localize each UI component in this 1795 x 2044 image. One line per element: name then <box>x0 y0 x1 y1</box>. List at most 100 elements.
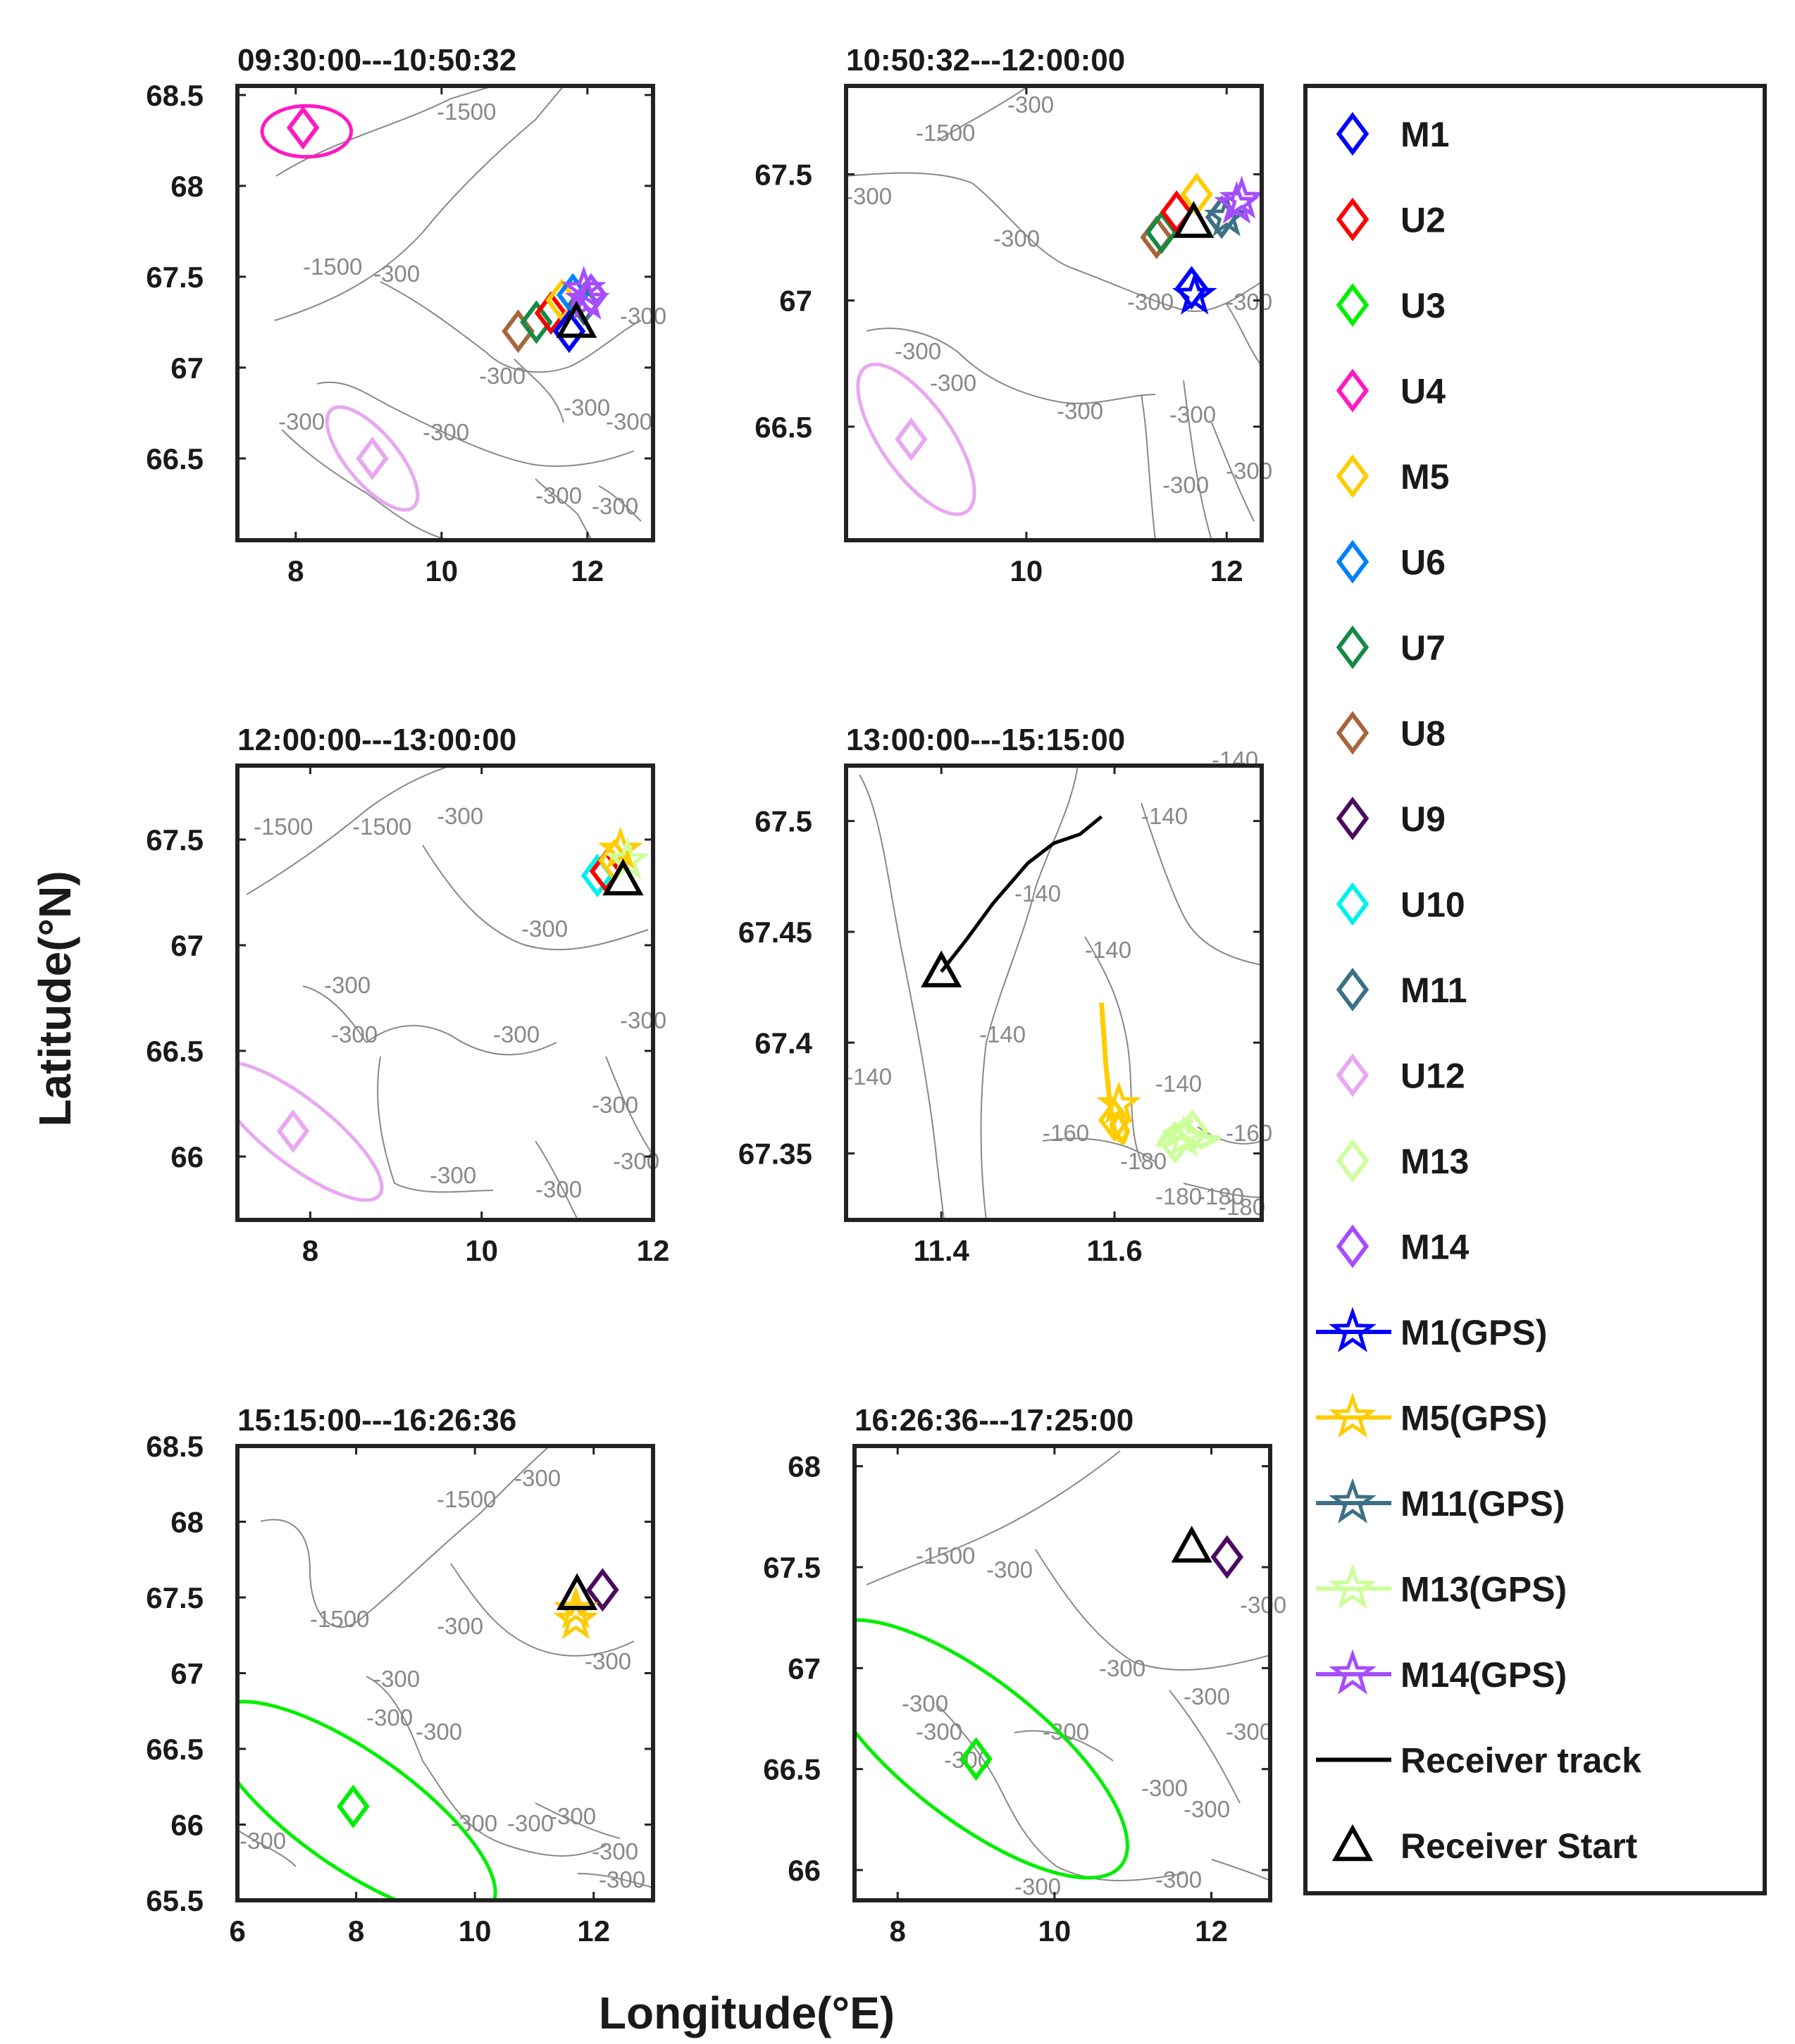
contour-label: -140 <box>1141 803 1188 829</box>
contour-label: -300 <box>535 482 582 509</box>
diamond-u8 <box>1140 216 1173 259</box>
y-tick-label: 66 <box>170 1809 204 1842</box>
axes-frame <box>235 764 655 1222</box>
x-tick-label: 8 <box>348 1914 364 1948</box>
legend-label: U9 <box>1400 799 1446 839</box>
gps-star-m1 <box>1172 271 1217 315</box>
x-tick-label: 12 <box>1195 1914 1228 1948</box>
contour-label: -300 <box>986 1557 1033 1583</box>
diamond-u7 <box>520 300 553 344</box>
y-tick-label: 67.5 <box>146 823 204 856</box>
legend-label: M11(GPS) <box>1400 1484 1565 1523</box>
gps-star-m13 <box>1161 1114 1207 1157</box>
x-tick-label: 12 <box>637 1234 670 1267</box>
x-tick-label: 6 <box>229 1914 245 1948</box>
y-tick-label: 67.5 <box>146 261 204 294</box>
contour-label: -300 <box>514 1465 561 1491</box>
contour-label: -300 <box>895 338 941 364</box>
diamond-u3 <box>337 1784 370 1828</box>
contour-label: -300 <box>1057 398 1103 424</box>
y-tick-label: 66.5 <box>146 1733 204 1766</box>
legend-box <box>1303 84 1767 1895</box>
legend-diamond-icon <box>1336 625 1369 669</box>
panel-title: 13:00:00---15:15:00 <box>846 723 1125 757</box>
legend-diamond-icon <box>1336 711 1369 755</box>
contour-label: -300 <box>1240 1592 1286 1618</box>
diamond-u12 <box>895 417 928 461</box>
x-tick-label: 8 <box>890 1914 906 1948</box>
legend-label: Receiver track <box>1400 1741 1641 1781</box>
receiver-start-marker <box>556 301 597 338</box>
y-tick-label: 67.4 <box>754 1026 812 1059</box>
contour-label: -300 <box>1169 401 1216 428</box>
receiver-start-marker <box>921 950 962 987</box>
x-tick-label: 10 <box>465 1234 498 1267</box>
contour-label: -300 <box>1014 1874 1061 1900</box>
legend-diamond-icon <box>1336 797 1369 840</box>
error-ellipse-u12 <box>856 362 976 516</box>
contour-label: -300 <box>240 1828 286 1854</box>
legend-star-icon <box>1329 1649 1377 1695</box>
contour-label: -300 <box>521 916 568 942</box>
contour-label: -300 <box>437 803 483 829</box>
m5-gps-track <box>1099 1002 1130 1145</box>
legend-diamond-icon <box>1336 112 1369 156</box>
legend-label: U2 <box>1400 201 1446 240</box>
legend-label: M1 <box>1400 115 1449 154</box>
legend-item: Receiver Start <box>1331 1824 1638 1866</box>
y-tick-label: 67 <box>170 1657 204 1690</box>
x-tick-label: 8 <box>302 1234 318 1267</box>
legend-label: U10 <box>1400 885 1465 925</box>
y-tick-label: 67 <box>788 1652 821 1685</box>
legend-diamond-icon <box>1336 368 1369 413</box>
contour-label: -300 <box>479 363 526 389</box>
contour-label: -160 <box>1043 1120 1089 1146</box>
panel-1: -1500 -1500 -300 -300 -300 -300 -300 -30… <box>260 86 666 540</box>
legend-item: U9 <box>1336 797 1446 840</box>
legend-item: M11 <box>1336 968 1467 1011</box>
contour-label: -300 <box>1099 1655 1145 1681</box>
contour-label: -300 <box>606 409 652 435</box>
contour-label: -300 <box>366 1705 413 1731</box>
legend-diamond-icon <box>1336 968 1369 1011</box>
y-tick-label: 66.5 <box>754 411 812 444</box>
y-tick-label: 66 <box>788 1854 821 1887</box>
legend-item: M1 <box>1336 112 1449 156</box>
error-ellipse-u3 <box>237 1700 497 1900</box>
legend-item: M14 <box>1336 1224 1469 1269</box>
contour-labels: -1500 -300 -300 -300 -300 -300 -300 -300… <box>902 1543 1286 1900</box>
panel-title: 09:30:00---10:50:32 <box>237 43 516 77</box>
contour-label: -1500 <box>303 254 362 280</box>
y-tick-label: 67.35 <box>738 1138 812 1171</box>
gps-star-m14 <box>561 266 607 309</box>
panel-5: -1500 -1500 -300 -300 -300 -300 -300 -30… <box>237 1446 653 1900</box>
contour-label: -300 <box>1155 1867 1202 1893</box>
y-tick-label: 67 <box>170 351 204 385</box>
legend-label: U4 <box>1400 372 1446 411</box>
markers <box>237 1568 619 1900</box>
x-tick-label: 11.6 <box>1086 1234 1142 1267</box>
legend-item: M13 <box>1336 1139 1469 1183</box>
contour-labels: -140 -140 -140 -140 -140 -140 -140 -160 … <box>845 747 1272 1220</box>
contour-label: -180 <box>1219 1194 1265 1220</box>
y-tick-label: 68 <box>788 1450 821 1483</box>
contour-label: -1500 <box>352 814 411 840</box>
legend-label: U7 <box>1400 628 1446 668</box>
legend-label: Receiver Start <box>1400 1826 1638 1866</box>
legend-label: M11 <box>1400 971 1467 1010</box>
contour-label: -300 <box>1184 1683 1230 1709</box>
contour-label: -300 <box>1184 1796 1230 1822</box>
legend-label: M13 <box>1400 1142 1469 1181</box>
contour-label: -300 <box>507 1810 554 1836</box>
legend-item: U10 <box>1336 882 1465 926</box>
legend-label: U3 <box>1400 286 1446 325</box>
y-tick-label: 67.5 <box>754 805 812 838</box>
contour-label: -300 <box>1127 289 1174 315</box>
legend-item: Receiver track <box>1316 1741 1641 1781</box>
axes-frame <box>852 1444 1272 1902</box>
contour-label: -300 <box>564 394 610 420</box>
legend-diamond-icon <box>1336 1053 1369 1097</box>
contour-label: -300 <box>930 370 976 396</box>
contour-label: -1500 <box>254 814 313 840</box>
